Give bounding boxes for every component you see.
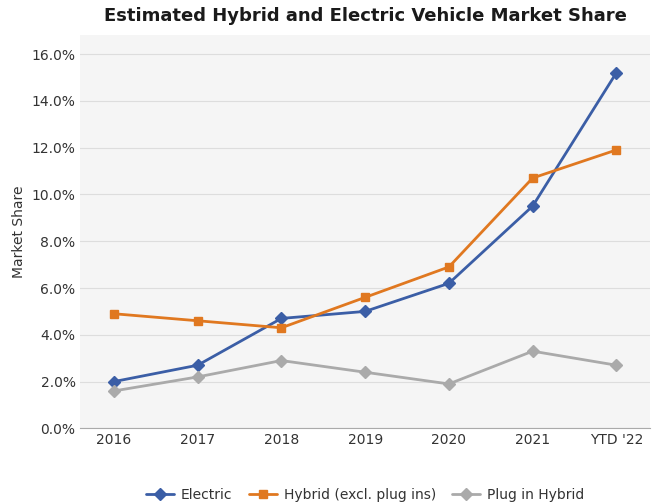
Plug in Hybrid bbox=[277, 357, 285, 363]
Title: Estimated Hybrid and Electric Vehicle Market Share: Estimated Hybrid and Electric Vehicle Ma… bbox=[104, 8, 626, 25]
Electric bbox=[612, 70, 620, 76]
Line: Plug in Hybrid: Plug in Hybrid bbox=[110, 347, 620, 395]
Plug in Hybrid bbox=[110, 388, 118, 394]
Y-axis label: Market Share: Market Share bbox=[12, 185, 26, 278]
Plug in Hybrid bbox=[361, 369, 369, 375]
Electric bbox=[110, 379, 118, 385]
Plug in Hybrid bbox=[529, 348, 537, 354]
Electric bbox=[361, 308, 369, 314]
Line: Electric: Electric bbox=[110, 69, 620, 386]
Plug in Hybrid bbox=[612, 362, 620, 368]
Hybrid (excl. plug ins) bbox=[277, 325, 285, 331]
Electric bbox=[529, 203, 537, 209]
Electric bbox=[445, 280, 453, 286]
Legend: Electric, Hybrid (excl. plug ins), Plug in Hybrid: Electric, Hybrid (excl. plug ins), Plug … bbox=[140, 482, 590, 504]
Hybrid (excl. plug ins) bbox=[445, 264, 453, 270]
Hybrid (excl. plug ins) bbox=[110, 310, 118, 317]
Plug in Hybrid bbox=[194, 374, 202, 380]
Hybrid (excl. plug ins) bbox=[529, 175, 537, 181]
Hybrid (excl. plug ins) bbox=[612, 147, 620, 153]
Hybrid (excl. plug ins) bbox=[194, 318, 202, 324]
Hybrid (excl. plug ins) bbox=[361, 294, 369, 300]
Plug in Hybrid bbox=[445, 381, 453, 387]
Electric bbox=[277, 316, 285, 322]
Line: Hybrid (excl. plug ins): Hybrid (excl. plug ins) bbox=[110, 146, 620, 332]
Electric bbox=[194, 362, 202, 368]
